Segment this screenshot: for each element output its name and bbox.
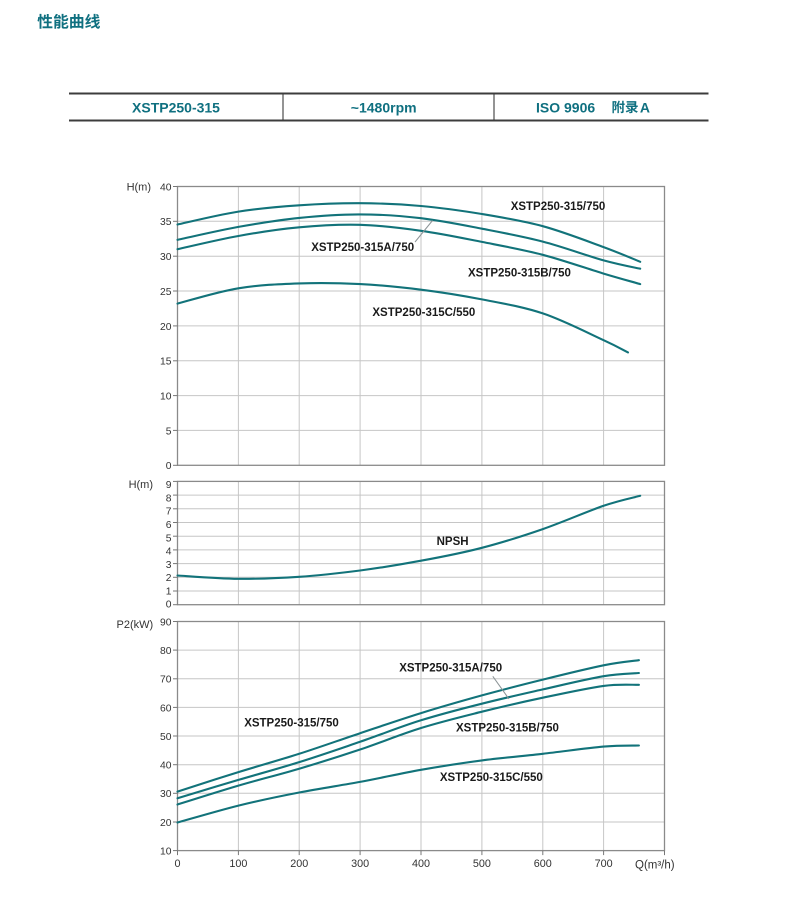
svg-text:80: 80 bbox=[160, 646, 172, 657]
svg-text:90: 90 bbox=[160, 617, 172, 628]
svg-text:300: 300 bbox=[351, 858, 369, 870]
svg-text:6: 6 bbox=[166, 520, 172, 531]
svg-text:10: 10 bbox=[160, 392, 172, 403]
svg-text:20: 20 bbox=[160, 322, 172, 333]
svg-text:10: 10 bbox=[160, 847, 172, 858]
svg-text:A: A bbox=[640, 99, 650, 115]
svg-text:P2(kW): P2(kW) bbox=[117, 619, 154, 631]
svg-text:XSTP250-315C/550: XSTP250-315C/550 bbox=[440, 772, 543, 784]
svg-text:XSTP250-315/750: XSTP250-315/750 bbox=[511, 201, 606, 213]
svg-text:40: 40 bbox=[160, 182, 172, 193]
svg-text:50: 50 bbox=[160, 732, 172, 743]
svg-text:0: 0 bbox=[166, 600, 172, 611]
svg-text:0: 0 bbox=[166, 461, 172, 472]
svg-text:XSTP250-315C/550: XSTP250-315C/550 bbox=[372, 307, 475, 319]
svg-text:NPSH: NPSH bbox=[437, 536, 469, 548]
svg-text:5: 5 bbox=[166, 426, 172, 437]
svg-text:30: 30 bbox=[160, 252, 172, 263]
svg-text:400: 400 bbox=[412, 858, 430, 870]
svg-text:60: 60 bbox=[160, 703, 172, 714]
svg-text:Q(m³/h): Q(m³/h) bbox=[635, 859, 675, 871]
svg-text:0: 0 bbox=[174, 858, 180, 870]
svg-text:1: 1 bbox=[166, 586, 172, 597]
svg-text:500: 500 bbox=[473, 858, 491, 870]
svg-text:XSTP250-315A/750: XSTP250-315A/750 bbox=[311, 242, 414, 254]
svg-text:4: 4 bbox=[166, 547, 172, 558]
svg-text:25: 25 bbox=[160, 287, 172, 298]
svg-text:200: 200 bbox=[290, 858, 308, 870]
svg-text:XSTP250-315/750: XSTP250-315/750 bbox=[244, 717, 339, 729]
svg-text:40: 40 bbox=[160, 761, 172, 772]
svg-text:XSTP250-315A/750: XSTP250-315A/750 bbox=[399, 663, 502, 675]
svg-text:H(m): H(m) bbox=[127, 181, 151, 193]
svg-text:20: 20 bbox=[160, 818, 172, 829]
svg-text:70: 70 bbox=[160, 675, 172, 686]
svg-text:9: 9 bbox=[166, 480, 172, 491]
svg-text:30: 30 bbox=[160, 789, 172, 800]
svg-text:XSTP250-315B/750: XSTP250-315B/750 bbox=[468, 267, 571, 279]
svg-text:7: 7 bbox=[166, 507, 172, 518]
svg-text:15: 15 bbox=[160, 357, 172, 368]
svg-text:XSTP250-315: XSTP250-315 bbox=[132, 99, 220, 115]
svg-text:8: 8 bbox=[166, 494, 172, 505]
svg-text:2: 2 bbox=[166, 573, 172, 584]
svg-text:XSTP250-315B/750: XSTP250-315B/750 bbox=[456, 723, 559, 735]
svg-text:3: 3 bbox=[166, 560, 172, 571]
svg-text:100: 100 bbox=[229, 858, 247, 870]
svg-text:5: 5 bbox=[166, 533, 172, 544]
svg-text:600: 600 bbox=[534, 858, 552, 870]
svg-text:ISO 9906: ISO 9906 bbox=[536, 99, 595, 115]
svg-text:35: 35 bbox=[160, 217, 172, 228]
svg-text:H(m): H(m) bbox=[129, 479, 153, 491]
svg-text:700: 700 bbox=[595, 858, 613, 870]
svg-text:~1480rpm: ~1480rpm bbox=[351, 99, 417, 115]
